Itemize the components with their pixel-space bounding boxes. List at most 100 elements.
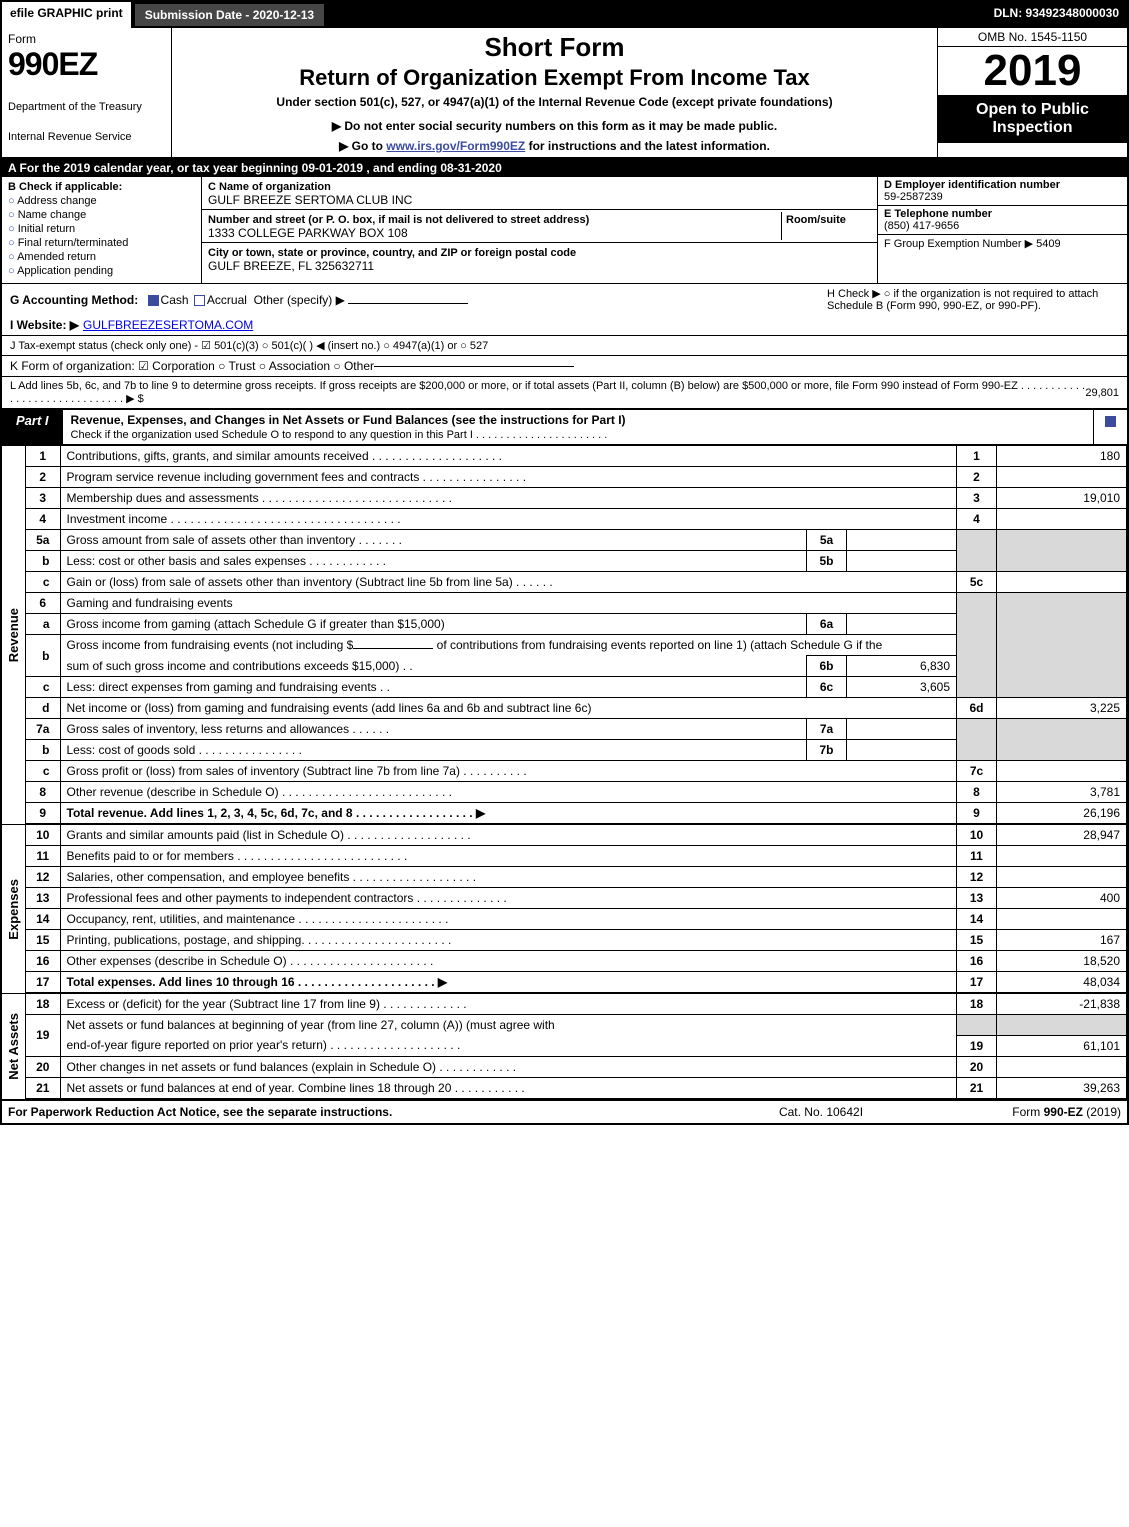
line-8: 8Other revenue (describe in Schedule O) … bbox=[26, 782, 1127, 803]
line-19b: end-of-year figure reported on prior yea… bbox=[26, 1035, 1127, 1056]
line-16: 16Other expenses (describe in Schedule O… bbox=[26, 951, 1127, 972]
city-label: City or town, state or province, country… bbox=[208, 247, 576, 259]
ein-cell: D Employer identification number 59-2587… bbox=[878, 177, 1127, 206]
ein-label: D Employer identification number bbox=[884, 179, 1121, 191]
identity-block: B Check if applicable: Address change Na… bbox=[2, 177, 1127, 284]
line-5c: cGain or (loss) from sale of assets othe… bbox=[26, 572, 1127, 593]
group-exempt-cell: F Group Exemption Number ▶ 5409 bbox=[878, 235, 1127, 252]
g-label: G Accounting Method: bbox=[10, 293, 138, 307]
section-b: B Check if applicable: Address change Na… bbox=[2, 177, 202, 283]
chk-name-change[interactable]: Name change bbox=[8, 209, 195, 221]
form-id-footer: Form 990-EZ (2019) bbox=[921, 1105, 1121, 1119]
group-exempt-value: 5409 bbox=[1036, 238, 1060, 250]
header-center: Short Form Return of Organization Exempt… bbox=[172, 28, 937, 157]
part-i-subtitle: Check if the organization used Schedule … bbox=[71, 429, 608, 441]
line-6: 6Gaming and fundraising events bbox=[26, 593, 1127, 614]
line-13: 13Professional fees and other payments t… bbox=[26, 888, 1127, 909]
row-g: G Accounting Method: Cash Accrual Other … bbox=[10, 293, 819, 307]
line-7c: cGross profit or (loss) from sales of in… bbox=[26, 761, 1127, 782]
chk-cash[interactable] bbox=[148, 295, 159, 306]
line-6d: dNet income or (loss) from gaming and fu… bbox=[26, 698, 1127, 719]
line-17: 17Total expenses. Add lines 10 through 1… bbox=[26, 972, 1127, 993]
part-i-tab: Part I bbox=[2, 410, 63, 444]
row-k: K Form of organization: ☑ Corporation ○ … bbox=[2, 356, 1127, 377]
phone-label: E Telephone number bbox=[884, 208, 1121, 220]
tax-year: 2019 bbox=[938, 47, 1127, 95]
city-value: GULF BREEZE, FL 325632711 bbox=[208, 259, 374, 273]
line-2: 2Program service revenue including gover… bbox=[26, 467, 1127, 488]
form-page: efile GRAPHIC print Submission Date - 20… bbox=[0, 0, 1129, 1125]
chk-application-pending[interactable]: Application pending bbox=[8, 265, 195, 277]
chk-address-change[interactable]: Address change bbox=[8, 195, 195, 207]
line-19a: 19Net assets or fund balances at beginni… bbox=[26, 1015, 1127, 1036]
schedule-o-check[interactable] bbox=[1105, 416, 1116, 427]
line-9: 9Total revenue. Add lines 1, 2, 3, 4, 5c… bbox=[26, 803, 1127, 824]
expenses-wrap: Expenses 10Grants and similar amounts pa… bbox=[2, 824, 1127, 993]
part-i-header: Part I Revenue, Expenses, and Changes in… bbox=[2, 409, 1127, 445]
omb-number: OMB No. 1545-1150 bbox=[938, 28, 1127, 47]
header-right: OMB No. 1545-1150 2019 Open to Public In… bbox=[937, 28, 1127, 157]
line-3: 3Membership dues and assessments . . . .… bbox=[26, 488, 1127, 509]
row-l: L Add lines 5b, 6c, and 7b to line 9 to … bbox=[2, 377, 1127, 409]
line-20: 20Other changes in net assets or fund ba… bbox=[26, 1056, 1127, 1077]
line-15: 15Printing, publications, postage, and s… bbox=[26, 930, 1127, 951]
goto-line: ▶ Go to www.irs.gov/Form990EZ for instru… bbox=[180, 139, 929, 153]
form-word: Form bbox=[8, 32, 165, 46]
phone-cell: E Telephone number (850) 417-9656 bbox=[878, 206, 1127, 235]
phone-value: (850) 417-9656 bbox=[884, 220, 959, 232]
line-5a: 5aGross amount from sale of assets other… bbox=[26, 530, 1127, 551]
website-label: I Website: ▶ bbox=[10, 318, 79, 332]
line-a-tax-year: A For the 2019 calendar year, or tax yea… bbox=[2, 159, 1127, 177]
form-code: 990EZ bbox=[8, 46, 165, 83]
line-7a: 7aGross sales of inventory, less returns… bbox=[26, 719, 1127, 740]
header-left: Form 990EZ Department of the Treasury In… bbox=[2, 28, 172, 157]
short-form-title: Short Form bbox=[180, 32, 929, 63]
line-12: 12Salaries, other compensation, and empl… bbox=[26, 867, 1127, 888]
group-exempt-label: F Group Exemption Number ▶ bbox=[884, 238, 1033, 250]
row-l-value: 29,801 bbox=[1085, 387, 1119, 399]
chk-initial-return[interactable]: Initial return bbox=[8, 223, 195, 235]
line-14: 14Occupancy, rent, utilities, and mainte… bbox=[26, 909, 1127, 930]
goto-post: for instructions and the latest informat… bbox=[529, 139, 770, 153]
ssn-warning: ▶ Do not enter social security numbers o… bbox=[180, 119, 929, 133]
other-label: Other (specify) ▶ bbox=[254, 293, 345, 307]
page-footer: For Paperwork Reduction Act Notice, see … bbox=[2, 1099, 1127, 1123]
row-h: H Check ▶ ○ if the organization is not r… bbox=[819, 287, 1119, 312]
org-name-row: C Name of organization GULF BREEZE SERTO… bbox=[202, 177, 877, 210]
cash-label: Cash bbox=[161, 293, 189, 307]
chk-accrual[interactable] bbox=[194, 295, 205, 306]
room-label: Room/suite bbox=[786, 214, 846, 226]
efile-print-label[interactable]: efile GRAPHIC print bbox=[2, 2, 133, 28]
line-21: 21Net assets or fund balances at end of … bbox=[26, 1077, 1127, 1098]
irs-link[interactable]: www.irs.gov/Form990EZ bbox=[386, 139, 525, 153]
part-i-title-text: Revenue, Expenses, and Changes in Net As… bbox=[71, 413, 626, 427]
section-c: C Name of organization GULF BREEZE SERTO… bbox=[202, 177, 877, 283]
chk-final-return[interactable]: Final return/terminated bbox=[8, 237, 195, 249]
row-j: J Tax-exempt status (check only one) - ☑… bbox=[2, 336, 1127, 356]
return-title: Return of Organization Exempt From Incom… bbox=[180, 65, 929, 91]
org-name-label: C Name of organization bbox=[208, 181, 331, 193]
expenses-side-label: Expenses bbox=[2, 824, 26, 993]
top-bar: efile GRAPHIC print Submission Date - 20… bbox=[2, 2, 1127, 28]
line-11: 11Benefits paid to or for members . . . … bbox=[26, 846, 1127, 867]
netassets-table: 18Excess or (deficit) for the year (Subt… bbox=[26, 993, 1127, 1099]
dept-irs: Internal Revenue Service bbox=[8, 131, 165, 143]
other-specify-field[interactable] bbox=[348, 303, 468, 304]
chk-amended-return[interactable]: Amended return bbox=[8, 251, 195, 263]
cat-number: Cat. No. 10642I bbox=[721, 1105, 921, 1119]
website-link[interactable]: GULFBREEZESERTOMA.COM bbox=[83, 318, 253, 332]
city-row: City or town, state or province, country… bbox=[202, 243, 877, 275]
address-label: Number and street (or P. O. box, if mail… bbox=[208, 214, 589, 226]
section-b-title: B Check if applicable: bbox=[8, 181, 122, 193]
part-i-check-cell bbox=[1093, 410, 1127, 444]
org-name-value: GULF BREEZE SERTOMA CLUB INC bbox=[208, 193, 412, 207]
goto-pre: ▶ Go to bbox=[339, 139, 386, 153]
fundraising-contrib-field[interactable] bbox=[353, 648, 433, 649]
part-i-title: Revenue, Expenses, and Changes in Net As… bbox=[63, 410, 1093, 444]
line-1: 1Contributions, gifts, grants, and simil… bbox=[26, 446, 1127, 467]
line-18: 18Excess or (deficit) for the year (Subt… bbox=[26, 994, 1127, 1015]
org-other-field[interactable] bbox=[374, 366, 574, 367]
revenue-wrap: Revenue 1Contributions, gifts, grants, a… bbox=[2, 445, 1127, 824]
row-k-text: K Form of organization: ☑ Corporation ○ … bbox=[10, 359, 374, 373]
line-4: 4Investment income . . . . . . . . . . .… bbox=[26, 509, 1127, 530]
